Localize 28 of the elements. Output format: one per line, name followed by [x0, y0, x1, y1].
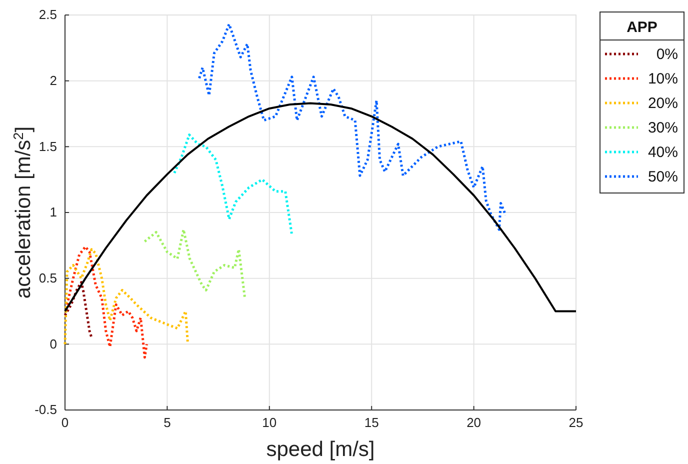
- y-tick-label: 0: [50, 336, 57, 352]
- line-series: [64, 102, 577, 312]
- x-tick-label: 0: [61, 415, 69, 430]
- legend-label: 20%: [648, 95, 678, 112]
- legend-title: APP: [626, 19, 658, 36]
- legend-label: 0%: [656, 46, 678, 63]
- x-tick-label: 15: [364, 415, 379, 430]
- legend-label: 40%: [648, 144, 678, 161]
- line-series: [66, 245, 148, 359]
- line-series: [143, 228, 246, 300]
- y-tick-label: 2: [50, 72, 57, 88]
- x-tick-label: 25: [568, 415, 584, 430]
- x-tick-label: 20: [466, 415, 482, 430]
- line-series: [64, 281, 93, 339]
- line-series: [173, 134, 294, 236]
- x-tick-label: 5: [164, 415, 171, 430]
- y-tick-label: 0.5: [38, 270, 57, 286]
- line-series: [64, 248, 189, 346]
- y-tick-label: -0.5: [34, 402, 57, 418]
- legend-label: 10%: [648, 70, 678, 88]
- y-tick-label: 1: [50, 204, 57, 220]
- legend-label: 50%: [648, 168, 678, 186]
- line-series: [198, 22, 507, 231]
- x-tick-label: 10: [262, 415, 277, 430]
- y-tick-label: 1.5: [38, 138, 57, 154]
- x-axis-title: speed [m/s]: [266, 438, 375, 461]
- y-tick-label: 2.5: [38, 7, 57, 22]
- legend-label: 30%: [648, 120, 678, 136]
